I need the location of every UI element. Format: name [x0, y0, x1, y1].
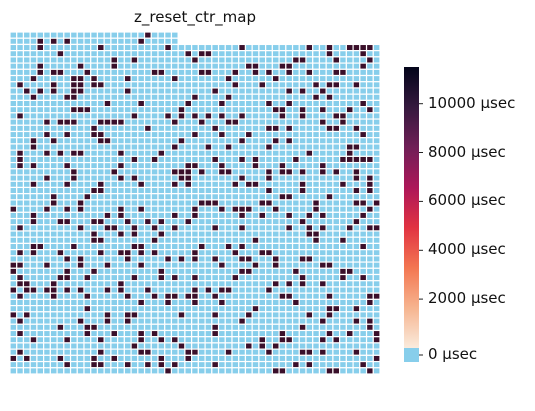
colorbar-tick-label: 8000 µsec — [428, 142, 506, 161]
chart-title: z_reset_ctr_map — [134, 8, 256, 26]
colorbar-tick-label: 0 µsec — [428, 345, 478, 363]
colorbar-tick-label: 2000 µsec — [428, 289, 506, 308]
colorbar-zero-segment — [404, 348, 419, 362]
colorbar-tick-label: 10000 µsec — [428, 93, 516, 112]
colorbar-gradient — [404, 67, 419, 348]
colorbar-tick-label: 6000 µsec — [428, 191, 506, 210]
colorbar-tick-label: 4000 µsec — [428, 240, 506, 259]
